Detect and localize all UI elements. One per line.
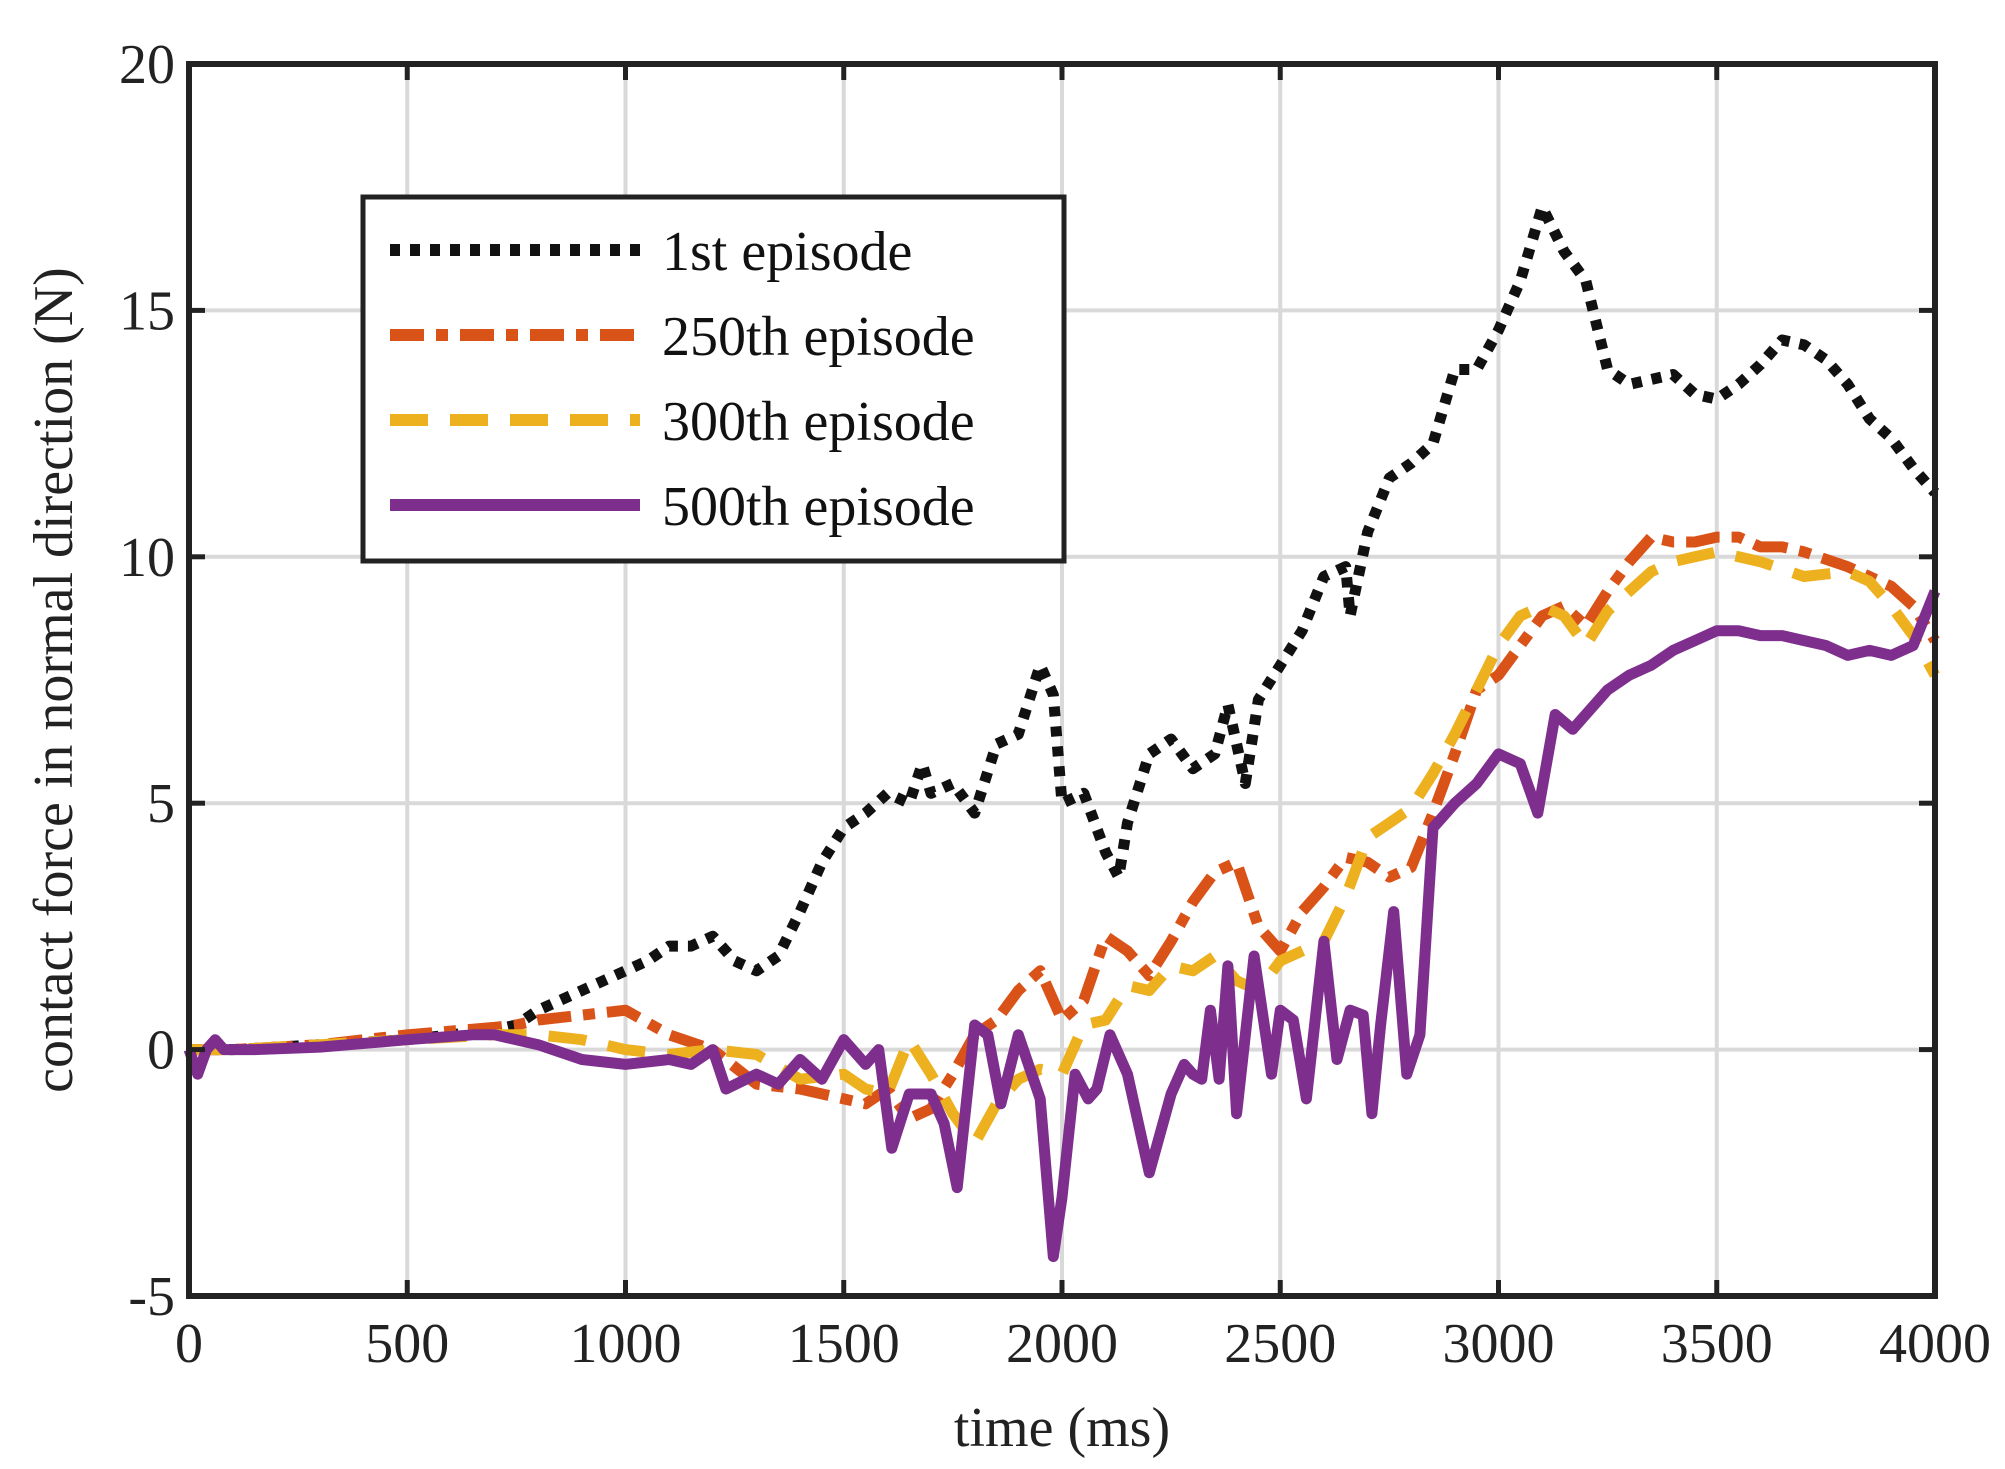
y-axis-label: contact force in normal direction (N): [23, 267, 85, 1093]
legend-label-1st-episode: 1st episode: [662, 221, 912, 283]
x-tick-label-500: 500: [365, 1313, 449, 1375]
y-tick-label-0: 0: [147, 1020, 175, 1082]
y-tick-label-10: 10: [119, 527, 175, 589]
x-tick-label-1500: 1500: [788, 1313, 900, 1375]
y-tick-labels: -5 0 5 10 15 20: [119, 34, 175, 1328]
x-tick-label-3000: 3000: [1443, 1313, 1555, 1375]
y-tick-label-20: 20: [119, 34, 175, 96]
x-tick-label-2000: 2000: [1006, 1313, 1118, 1375]
legend: 1st episode 250th episode 300th episode …: [360, 194, 1067, 564]
legend-label-500th-episode: 500th episode: [662, 476, 975, 538]
x-tick-label-3500: 3500: [1661, 1313, 1773, 1375]
x-tick-label-1000: 1000: [570, 1313, 682, 1375]
y-tick-label-5: 5: [147, 773, 175, 835]
x-tick-label-4000: 4000: [1879, 1313, 1991, 1375]
tick-marks: [186, 61, 1938, 1299]
x-axis-label: time (ms): [954, 1397, 1170, 1459]
y-tick-label-15: 15: [119, 280, 175, 342]
x-tick-label-2500: 2500: [1224, 1313, 1336, 1375]
x-tick-labels: 0 500 1000 1500 2000 2500 3000 3500 4000: [175, 1313, 1991, 1375]
legend-label-300th-episode: 300th episode: [662, 391, 975, 453]
x-tick-label-0: 0: [175, 1313, 203, 1375]
series-line-500th-episode: [183, 589, 1941, 1263]
series-line-1st-episode: [189, 201, 1940, 1056]
y-tick-label--5: -5: [128, 1266, 175, 1328]
series-line-300th-episode: [189, 546, 1940, 1149]
series-group: [183, 201, 1941, 1263]
legend-label-250th-episode: 250th episode: [662, 306, 975, 368]
